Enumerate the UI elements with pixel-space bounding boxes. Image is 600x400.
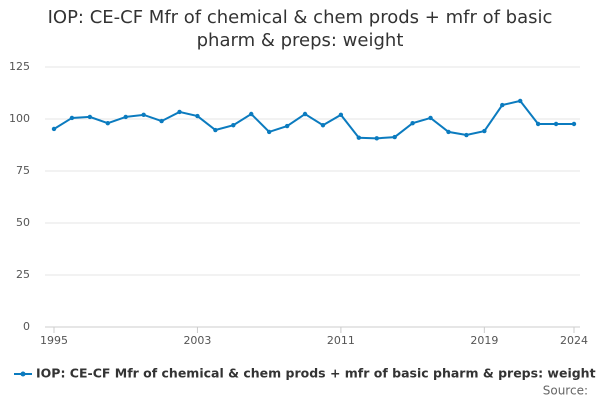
y-tick-label: 75 <box>16 164 30 177</box>
data-point <box>302 111 308 117</box>
data-point <box>159 118 164 124</box>
data-point <box>446 129 451 135</box>
data-point <box>213 127 218 133</box>
legend-marker <box>20 371 26 377</box>
data-point <box>428 115 433 121</box>
data-point <box>571 121 577 127</box>
data-point <box>177 109 182 115</box>
data-point <box>392 134 397 140</box>
chart-title: IOP: CE-CF Mfr of chemical & chem prods … <box>47 7 553 51</box>
y-tick-label: 0 <box>23 320 30 333</box>
data-point <box>266 129 272 135</box>
data-point <box>356 135 362 140</box>
data-point <box>500 102 505 108</box>
data-point <box>535 121 541 127</box>
data-point <box>231 123 236 128</box>
y-tick-label: 50 <box>16 216 30 229</box>
data-point <box>320 123 326 128</box>
data-point <box>553 121 559 127</box>
x-tick-label: 2003 <box>183 334 211 347</box>
legend-label: IOP: CE-CF Mfr of chemical & chem prods … <box>36 366 596 381</box>
y-tick-label: 125 <box>9 60 30 73</box>
y-tick-label: 100 <box>9 112 30 125</box>
data-point <box>123 114 128 120</box>
data-point <box>249 111 254 117</box>
data-point <box>518 98 523 104</box>
data-point <box>69 115 75 121</box>
data-point <box>87 114 93 120</box>
data-point <box>51 126 57 132</box>
data-point <box>141 112 146 118</box>
data-point <box>105 120 110 126</box>
data-point <box>195 113 200 119</box>
data-point <box>410 120 415 126</box>
y-tick-label: 25 <box>16 268 30 281</box>
x-tick-label: 2024 <box>560 334 588 347</box>
data-point <box>482 128 487 134</box>
source: Source: <box>543 384 588 398</box>
x-tick-label: 2019 <box>470 334 498 347</box>
series-line <box>53 99 574 140</box>
x-tick-label: 1995 <box>40 334 68 347</box>
data-point <box>464 132 469 138</box>
x-tick-label: 2011 <box>327 334 355 347</box>
data-point <box>338 112 344 118</box>
data-point <box>374 136 379 141</box>
data-point <box>284 123 290 129</box>
